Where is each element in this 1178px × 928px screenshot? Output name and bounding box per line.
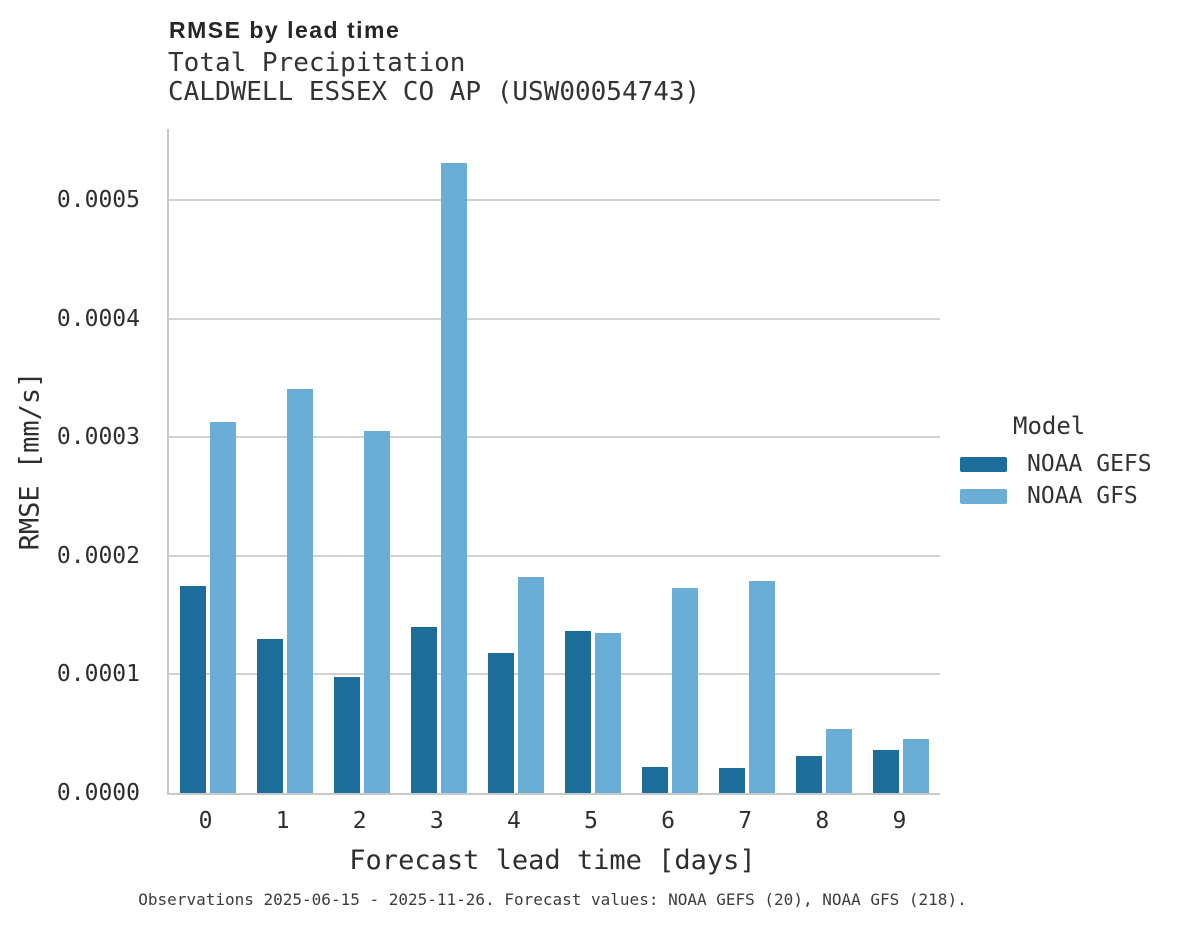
bar-group-day-5 [554, 129, 631, 793]
x-tick-label-8: 8 [815, 808, 830, 834]
bar-noaa-gfs-day-4 [517, 577, 544, 793]
bar-group-day-6 [632, 129, 709, 793]
legend-label-noaa-gefs: NOAA GEFS [1027, 451, 1152, 477]
legend-item-noaa-gefs: NOAA GEFS [960, 448, 1152, 480]
y-tick-label-0.0004: 0.0004 [56, 305, 140, 332]
y-tick-label-0.0001: 0.0001 [56, 661, 140, 688]
legend-items: NOAA GEFS NOAA GFS [960, 448, 1152, 512]
bar-noaa-gefs-day-5 [565, 630, 592, 793]
bar-noaa-gefs-day-9 [873, 750, 900, 793]
legend: Model NOAA GEFS NOAA GFS [960, 412, 1152, 512]
y-tick-label-0.0000: 0.0000 [56, 780, 140, 806]
y-tick-label-0.0002: 0.0002 [56, 542, 140, 569]
chart-subtitle-station: CALDWELL ESSEX CO AP (USW00054743) [168, 77, 701, 107]
legend-swatch-noaa-gfs [960, 488, 1007, 504]
bar-group-day-9 [863, 129, 940, 793]
y-tick-label-0.0005: 0.0005 [56, 187, 140, 214]
bar-noaa-gfs-day-8 [826, 729, 853, 793]
bar-noaa-gfs-day-2 [363, 431, 390, 793]
chart-subtitle-variable: Total Precipitation [168, 48, 466, 78]
bar-noaa-gefs-day-8 [796, 756, 823, 793]
x-tick-label-9: 9 [892, 808, 907, 834]
gridline-0.0002 [169, 554, 940, 557]
plot-area [167, 129, 940, 795]
x-tick-labels: 0 1 2 3 4 5 6 7 8 9 [167, 808, 938, 834]
x-tick-label-2: 2 [352, 808, 367, 834]
caption: Observations 2025-06-15 - 2025-11-26. Fo… [138, 890, 967, 909]
gridline-0.0003 [169, 436, 940, 439]
gridline-0.0005 [169, 199, 940, 202]
legend-label-noaa-gfs: NOAA GFS [1027, 483, 1138, 509]
gridline-0.0001 [169, 673, 940, 676]
bar-group-day-2 [323, 129, 400, 793]
bar-noaa-gfs-day-6 [672, 587, 699, 793]
x-tick-label-6: 6 [661, 808, 676, 834]
x-tick-label-0: 0 [198, 808, 213, 834]
bar-group-day-7 [709, 129, 786, 793]
bar-noaa-gfs-day-5 [595, 632, 622, 793]
legend-item-noaa-gfs: NOAA GFS [960, 480, 1152, 512]
x-tick-label-4: 4 [506, 808, 521, 834]
legend-title: Model [1013, 412, 1086, 440]
x-tick-label-3: 3 [429, 808, 444, 834]
x-tick-label-7: 7 [738, 808, 753, 834]
bar-noaa-gfs-day-9 [903, 738, 930, 793]
bar-noaa-gefs-day-2 [333, 676, 360, 793]
bar-noaa-gefs-day-6 [642, 766, 669, 793]
x-axis-label: Forecast lead time [days] [349, 845, 756, 876]
bar-group-day-1 [246, 129, 323, 793]
bar-group-day-8 [786, 129, 863, 793]
bar-noaa-gefs-day-3 [410, 627, 437, 793]
bar-group-day-3 [400, 129, 477, 793]
bar-noaa-gfs-day-7 [749, 580, 776, 793]
bar-noaa-gfs-day-0 [209, 421, 236, 793]
bar-noaa-gfs-day-3 [440, 163, 467, 793]
bar-noaa-gefs-day-0 [179, 585, 206, 793]
gridline-0.0004 [169, 317, 940, 320]
x-tick-label-5: 5 [584, 808, 598, 834]
legend-swatch-noaa-gefs [960, 456, 1007, 472]
y-tick-labels: 0.0000 0.0001 0.0002 0.0003 0.0004 0.0005 [0, 129, 148, 806]
y-tick-label-0.0003: 0.0003 [56, 424, 140, 451]
bar-noaa-gfs-day-1 [286, 388, 313, 793]
bar-noaa-gefs-day-7 [719, 768, 746, 793]
bar-group-day-4 [477, 129, 554, 793]
x-tick-label-1: 1 [275, 808, 290, 834]
chart-title: RMSE by lead time [169, 17, 401, 43]
bar-group-day-0 [169, 129, 246, 793]
bars-layer [169, 129, 940, 793]
bar-noaa-gefs-day-1 [256, 638, 283, 793]
bar-noaa-gefs-day-4 [487, 653, 514, 793]
